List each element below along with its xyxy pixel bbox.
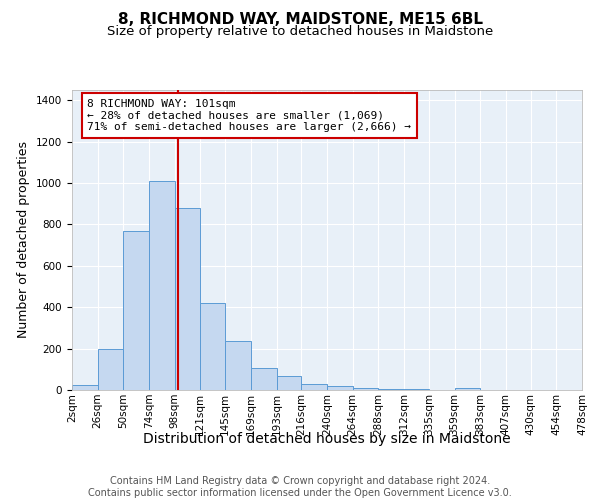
Bar [455,388,480,390]
Bar [277,376,301,390]
Bar [251,368,277,390]
Bar [98,348,124,390]
Bar [149,181,175,390]
Bar [199,303,225,390]
Text: Contains HM Land Registry data © Crown copyright and database right 2024.
Contai: Contains HM Land Registry data © Crown c… [88,476,512,498]
Text: Distribution of detached houses by size in Maidstone: Distribution of detached houses by size … [143,432,511,446]
Bar [225,342,251,390]
Bar [301,384,327,390]
Text: 8, RICHMOND WAY, MAIDSTONE, ME15 6BL: 8, RICHMOND WAY, MAIDSTONE, ME15 6BL [118,12,482,28]
Text: Size of property relative to detached houses in Maidstone: Size of property relative to detached ho… [107,25,493,38]
Bar [175,208,199,390]
Y-axis label: Number of detached properties: Number of detached properties [17,142,31,338]
Bar [404,389,429,390]
Bar [327,386,353,390]
Bar [353,388,379,390]
Bar [379,389,404,390]
Text: 8 RICHMOND WAY: 101sqm
← 28% of detached houses are smaller (1,069)
71% of semi-: 8 RICHMOND WAY: 101sqm ← 28% of detached… [88,99,412,132]
Bar [72,385,98,390]
Bar [124,230,149,390]
